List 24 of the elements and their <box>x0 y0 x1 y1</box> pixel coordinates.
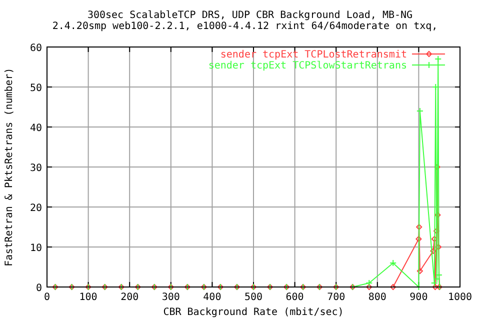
x-tick-label: 700 <box>327 292 346 303</box>
x-tick-label: 400 <box>203 292 222 303</box>
y-tick-label: 0 <box>36 283 42 294</box>
chart-subtitle: 2.4.20smp web100-2.2.1, e1000-4.4.12 rxint 64/64moderate on txq, <box>52 21 438 32</box>
x-tick-label: 100 <box>79 292 98 303</box>
legend-label: sender tcpExt TCPSlowStartRetrans <box>208 60 407 72</box>
y-tick-label: 40 <box>30 123 42 134</box>
x-tick-label: 200 <box>120 292 139 303</box>
x-axis-title: CBR Background Rate (mbit/sec) <box>163 307 344 318</box>
y-tick-label: 50 <box>30 83 42 94</box>
x-tick-label: 500 <box>244 292 263 303</box>
x-tick-label: 800 <box>368 292 386 303</box>
x-tick-label: 0 <box>44 292 50 303</box>
x-tick-label: 1000 <box>448 292 472 303</box>
x-tick-label: 600 <box>286 292 304 303</box>
x-tick-label: 300 <box>162 292 180 303</box>
y-tick-label: 20 <box>30 203 42 214</box>
y-tick-label: 60 <box>30 43 42 54</box>
y-tick-label: 30 <box>30 163 42 174</box>
x-tick-label: 900 <box>410 292 428 303</box>
legend-label: sender tcpExt TCPLostRetransmit <box>220 50 407 60</box>
y-tick-label: 10 <box>30 243 42 254</box>
chart-title: 300sec ScalableTCP DRS, UDP CBR Background Load, MB-NG <box>87 10 413 21</box>
y-axis-title: FastRetran & PktsRetrans (number) <box>4 68 15 266</box>
